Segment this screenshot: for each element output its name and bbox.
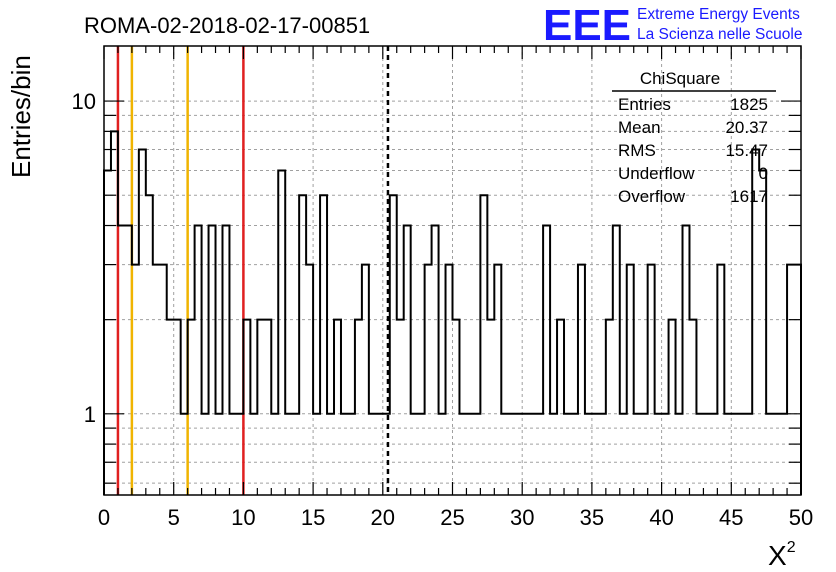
x-tick-label: 35 bbox=[580, 505, 604, 530]
stats-row-label: RMS bbox=[618, 141, 656, 160]
x-tick-label: 5 bbox=[168, 505, 180, 530]
histogram-step-line bbox=[103, 130, 802, 495]
x-tick-label: 0 bbox=[98, 505, 110, 530]
x-axis-label-superscript: 2 bbox=[787, 539, 796, 556]
x-axis-label-base: X bbox=[768, 540, 787, 571]
reference-lines bbox=[116, 46, 390, 495]
y-axis-label: Entries/bin bbox=[6, 55, 36, 178]
logo-letters: EEE bbox=[543, 1, 631, 50]
x-tick-label: 50 bbox=[789, 505, 813, 530]
stats-row-value: 20.37 bbox=[725, 118, 768, 137]
stats-row-label: Underflow bbox=[618, 164, 695, 183]
stats-row-value: 0 bbox=[759, 164, 768, 183]
eee-logo: EEE Extreme Energy Events La Scienza nel… bbox=[543, 1, 802, 50]
x-tick-label: 15 bbox=[301, 505, 325, 530]
logo-line-1: Extreme Energy Events bbox=[637, 6, 800, 23]
x-tick-label: 40 bbox=[649, 505, 673, 530]
stats-row-value: 15.47 bbox=[725, 141, 768, 160]
x-tick-label: 45 bbox=[719, 505, 743, 530]
y-tick-label: 10 bbox=[72, 89, 96, 114]
chart-title: ROMA-02-2018-02-17-00851 bbox=[84, 13, 370, 38]
axis-tick-labels: 0 5 10 15 20 25 30 35 40 45 50 1 10 bbox=[72, 89, 814, 530]
stats-box: ChiSquare Entries 1825 Mean 20.37 RMS 15.47 Un… bbox=[612, 69, 776, 206]
stats-title: ChiSquare bbox=[640, 69, 720, 88]
x-tick-label: 30 bbox=[510, 505, 534, 530]
x-tick-label: 20 bbox=[371, 505, 395, 530]
x-tick-label: 10 bbox=[231, 505, 255, 530]
stats-row-label: Mean bbox=[618, 118, 661, 137]
stats-row-label: Entries bbox=[618, 95, 671, 114]
y-tick-label: 1 bbox=[84, 402, 96, 427]
stats-row-label: Overflow bbox=[618, 187, 686, 206]
logo-line-2: La Scienza nelle Scuole bbox=[637, 26, 802, 43]
x-axis-label: X2 bbox=[768, 539, 796, 571]
axis-ticks bbox=[103, 46, 802, 495]
x-tick-label: 25 bbox=[440, 505, 464, 530]
stats-row-value: 1825 bbox=[730, 95, 768, 114]
stats-row-value: 1617 bbox=[730, 187, 768, 206]
